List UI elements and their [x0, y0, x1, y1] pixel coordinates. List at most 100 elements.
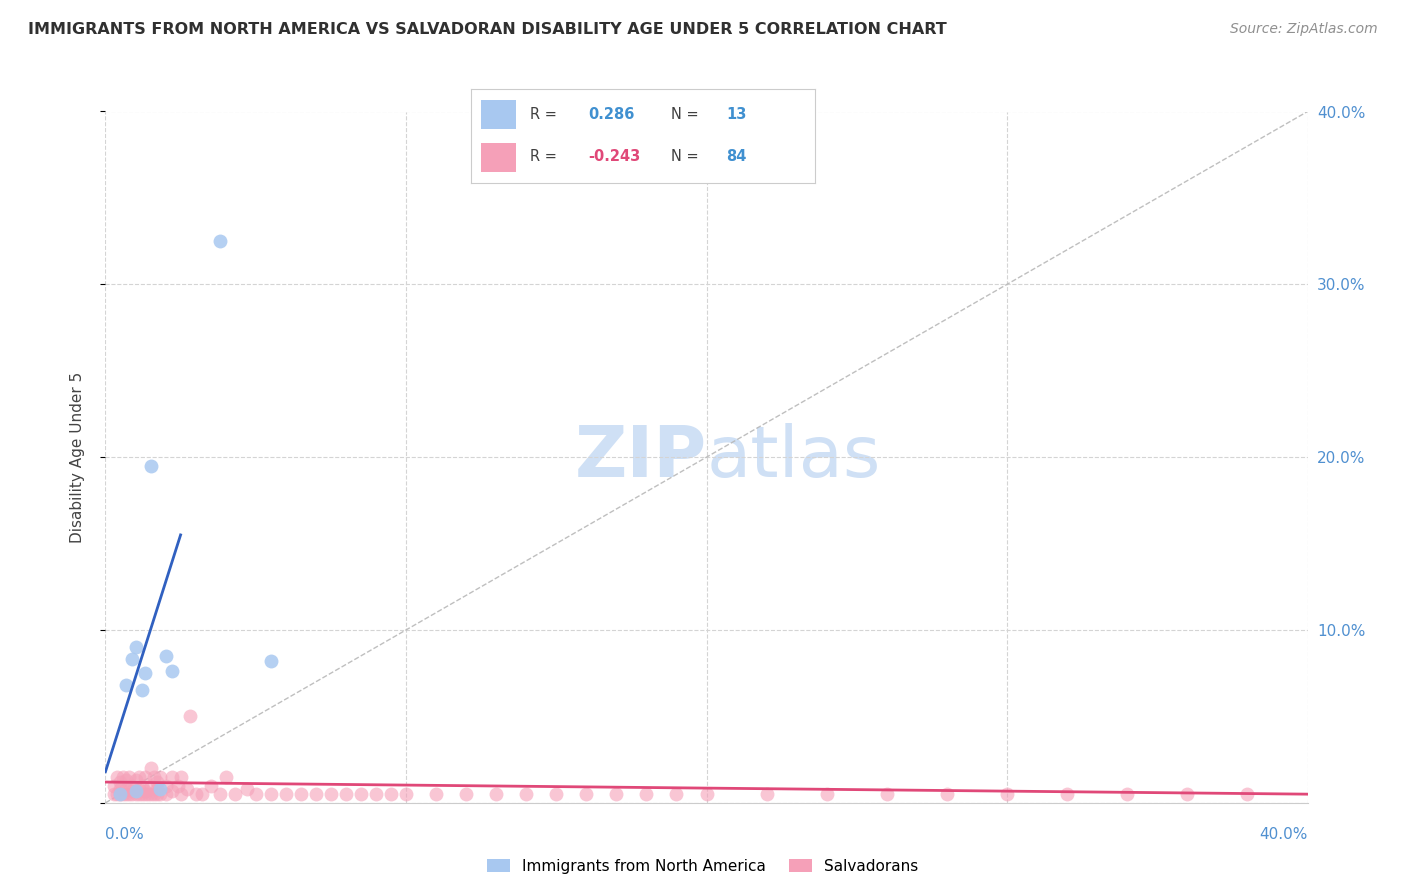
Point — [124, 773, 146, 788]
Point — [155, 779, 177, 793]
Point — [139, 779, 162, 793]
Point — [128, 770, 150, 784]
Point — [155, 787, 177, 801]
Y-axis label: Disability Age Under 5: Disability Age Under 5 — [70, 372, 84, 542]
Point — [139, 761, 162, 775]
Point — [142, 770, 165, 784]
Point — [124, 783, 146, 797]
Point — [350, 787, 373, 801]
Point — [176, 781, 198, 797]
Point — [425, 787, 447, 801]
Point — [235, 781, 257, 797]
Point — [145, 781, 167, 797]
Point — [166, 779, 188, 793]
Point — [110, 781, 132, 797]
Point — [128, 787, 150, 801]
Point — [636, 787, 658, 801]
Point — [139, 787, 162, 801]
Point — [1116, 787, 1139, 801]
Point — [214, 770, 236, 784]
Point — [224, 787, 246, 801]
Text: ZIP: ZIP — [574, 423, 707, 491]
Point — [208, 234, 231, 248]
Point — [335, 787, 357, 801]
Point — [200, 779, 222, 793]
Point — [121, 787, 143, 801]
Point — [136, 787, 159, 801]
Point — [190, 787, 212, 801]
Point — [115, 781, 138, 797]
Point — [319, 787, 342, 801]
Point — [876, 787, 898, 801]
Text: Source: ZipAtlas.com: Source: ZipAtlas.com — [1230, 22, 1378, 37]
Point — [260, 654, 283, 668]
Point — [305, 787, 328, 801]
Point — [1056, 787, 1078, 801]
Point — [145, 787, 167, 801]
Point — [112, 770, 135, 784]
Point — [103, 787, 125, 801]
Point — [245, 787, 267, 801]
Bar — [481, 143, 516, 171]
Point — [515, 787, 537, 801]
Point — [110, 787, 132, 801]
Point — [134, 770, 156, 784]
Point — [112, 787, 135, 801]
Point — [995, 787, 1018, 801]
Point — [1175, 787, 1198, 801]
Point — [110, 787, 132, 801]
Point — [134, 666, 156, 681]
Point — [134, 783, 156, 797]
Text: R =: R = — [530, 149, 557, 163]
Bar — [481, 101, 516, 129]
Point — [485, 787, 508, 801]
Point — [364, 787, 387, 801]
Point — [160, 665, 183, 679]
Point — [696, 787, 718, 801]
Text: 13: 13 — [725, 107, 747, 122]
Point — [290, 787, 312, 801]
Point — [131, 683, 153, 698]
Point — [115, 787, 138, 801]
Text: N =: N = — [671, 107, 699, 122]
Point — [118, 787, 141, 801]
Point — [110, 775, 132, 789]
Point — [605, 787, 627, 801]
Point — [936, 787, 959, 801]
Point — [160, 783, 183, 797]
Point — [139, 458, 162, 473]
Text: 0.286: 0.286 — [588, 107, 634, 122]
Point — [115, 773, 138, 788]
Point — [121, 779, 143, 793]
Text: R =: R = — [530, 107, 557, 122]
Point — [274, 787, 297, 801]
Point — [115, 678, 138, 692]
Point — [1236, 787, 1258, 801]
Point — [546, 787, 568, 801]
Text: N =: N = — [671, 149, 699, 163]
Point — [575, 787, 598, 801]
Text: atlas: atlas — [707, 423, 882, 491]
Point — [134, 787, 156, 801]
Point — [121, 783, 143, 797]
Text: IMMIGRANTS FROM NORTH AMERICA VS SALVADORAN DISABILITY AGE UNDER 5 CORRELATION C: IMMIGRANTS FROM NORTH AMERICA VS SALVADO… — [28, 22, 946, 37]
Text: 40.0%: 40.0% — [1260, 827, 1308, 841]
Point — [124, 640, 146, 655]
Point — [148, 787, 170, 801]
Point — [169, 770, 191, 784]
Point — [380, 787, 402, 801]
Point — [142, 787, 165, 801]
Text: 0.0%: 0.0% — [105, 827, 145, 841]
Point — [103, 779, 125, 793]
Point — [131, 779, 153, 793]
Point — [160, 770, 183, 784]
Point — [395, 787, 418, 801]
Point — [665, 787, 688, 801]
Point — [454, 787, 477, 801]
Point — [128, 781, 150, 797]
Point — [107, 787, 129, 801]
Text: 84: 84 — [725, 149, 747, 163]
Point — [148, 770, 170, 784]
Point — [131, 787, 153, 801]
Point — [815, 787, 838, 801]
